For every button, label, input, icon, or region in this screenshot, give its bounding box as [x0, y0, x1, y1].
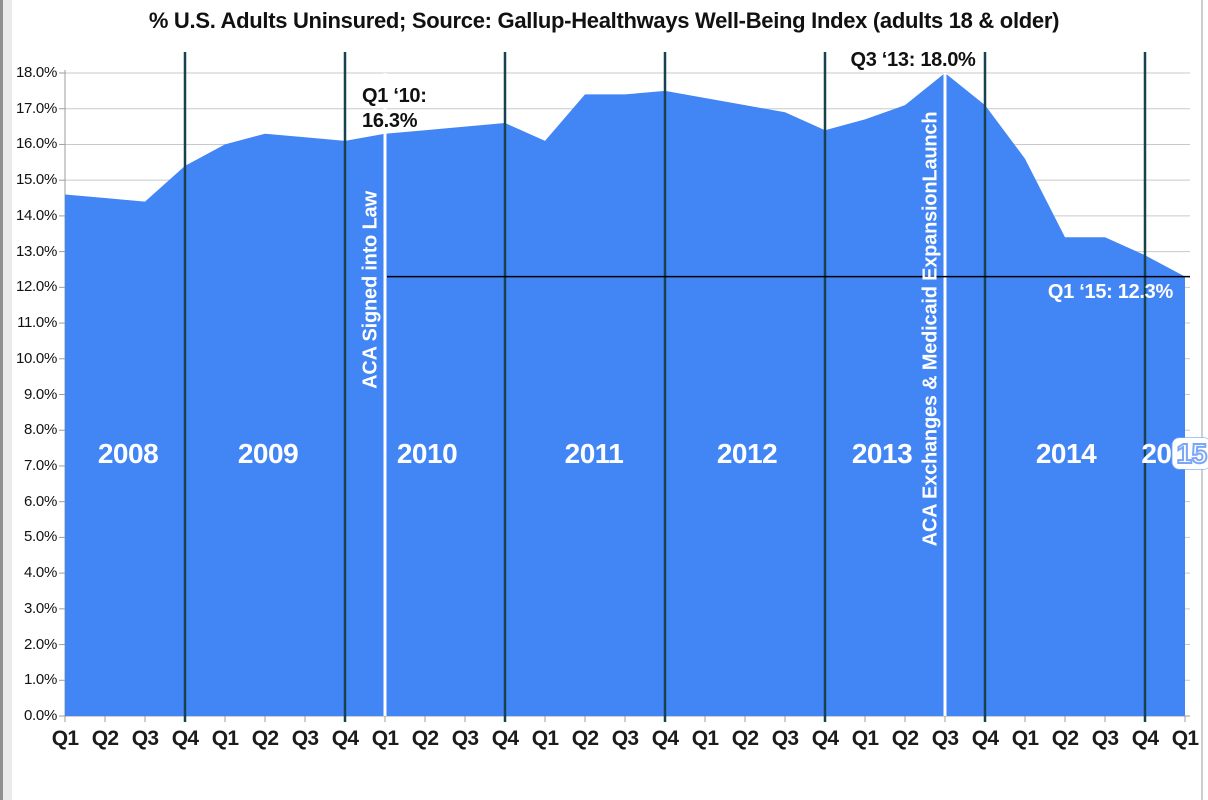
chart-right-border: [1201, 0, 1203, 800]
x-tick-label: Q4: [171, 727, 199, 750]
y-tick-label: 9.0%: [24, 386, 57, 403]
y-tick-label: 16.0%: [15, 135, 57, 152]
x-tick-label: Q2: [1051, 727, 1079, 750]
y-tick-label: 0.0%: [24, 707, 57, 724]
y-tick-label: 12.0%: [15, 278, 57, 295]
y-tick-label: 11.0%: [17, 314, 57, 331]
x-tick-label: Q3: [291, 727, 319, 750]
y-tick-label: 3.0%: [24, 600, 57, 617]
y-tick-label: 4.0%: [24, 564, 57, 581]
x-tick-label: Q4: [331, 727, 359, 750]
y-tick-label: 1.0%: [24, 671, 57, 688]
x-tick-label: Q1: [51, 727, 79, 750]
y-tick-label: 18.0%: [15, 64, 57, 81]
x-tick-label: Q3: [931, 727, 959, 750]
x-tick-label: Q4: [971, 727, 999, 750]
x-tick-label: Q4: [811, 727, 839, 750]
event-label-aca-exchanges: ACA Exchanges & Medicaid ExpansionLaunch: [919, 111, 942, 547]
y-tick-label: 13.0%: [15, 243, 57, 260]
screen-left-edge-light: [3, 0, 12, 800]
x-tick-label: Q1: [1011, 727, 1039, 750]
x-tick-label: Q2: [571, 727, 599, 750]
x-tick-label: Q1: [1171, 727, 1199, 750]
x-tick-label: Q1: [211, 727, 239, 750]
x-tick-label: Q4: [651, 727, 679, 750]
year-label-2008: 2008: [97, 438, 159, 469]
y-tick-label: 2.0%: [24, 636, 57, 653]
x-tick-label: Q3: [611, 727, 639, 750]
y-tick-label: 10.0%: [15, 350, 57, 367]
x-tick-label: Q2: [891, 727, 919, 750]
year-label-2009: 2009: [237, 438, 299, 469]
year-label-2015[interactable]: 20 15: [1141, 437, 1208, 470]
uninsured-area-series: [65, 73, 1185, 716]
year-2015-prefix: 20: [1141, 438, 1172, 469]
year-label-2013: 2013: [851, 438, 913, 469]
x-tick-label: Q3: [771, 727, 799, 750]
x-tick-label: Q2: [91, 727, 119, 750]
y-tick-label: 15.0%: [15, 171, 57, 188]
year-label-2014: 2014: [1035, 438, 1097, 469]
screen-left-edge: [0, 0, 3, 800]
x-tick-label: Q1: [531, 727, 559, 750]
year-label-2010: 2010: [396, 438, 458, 469]
y-tick-label: 6.0%: [24, 493, 57, 510]
x-tick-label: Q3: [131, 727, 159, 750]
x-tick-label: Q2: [731, 727, 759, 750]
y-tick-label: 14.0%: [15, 207, 57, 224]
x-tick-label: Q3: [451, 727, 479, 750]
annotation-q1-2015: Q1 ‘15: 12.3%: [1047, 281, 1173, 303]
chart-title: % U.S. Adults Uninsured; Source: Gallup-…: [148, 8, 1060, 33]
annotation-q3-2013: Q3 ‘13: 18.0%: [850, 49, 976, 71]
event-label-aca-signed: ACA Signed into Law: [359, 191, 382, 389]
x-tick-label: Q1: [371, 727, 399, 750]
x-tick-label: Q3: [1091, 727, 1119, 750]
x-tick-label: Q4: [1131, 727, 1159, 750]
y-tick-label: 8.0%: [24, 421, 57, 438]
x-tick-label: Q4: [491, 727, 519, 750]
year-label-2011: 2011: [564, 438, 624, 469]
x-tick-label: Q2: [411, 727, 439, 750]
x-tick-label: Q2: [251, 727, 279, 750]
y-tick-label: 5.0%: [24, 528, 57, 545]
x-tick-label: Q1: [851, 727, 879, 750]
y-tick-label: 17.0%: [15, 100, 57, 117]
year-label-2012: 2012: [716, 438, 778, 469]
y-tick-label: 7.0%: [24, 457, 57, 474]
annotation-q1-2010: Q1 ‘10: 16.3%: [362, 85, 427, 132]
year-2015-selected-pill[interactable]: 15: [1172, 437, 1208, 470]
x-tick-label: Q1: [691, 727, 719, 750]
